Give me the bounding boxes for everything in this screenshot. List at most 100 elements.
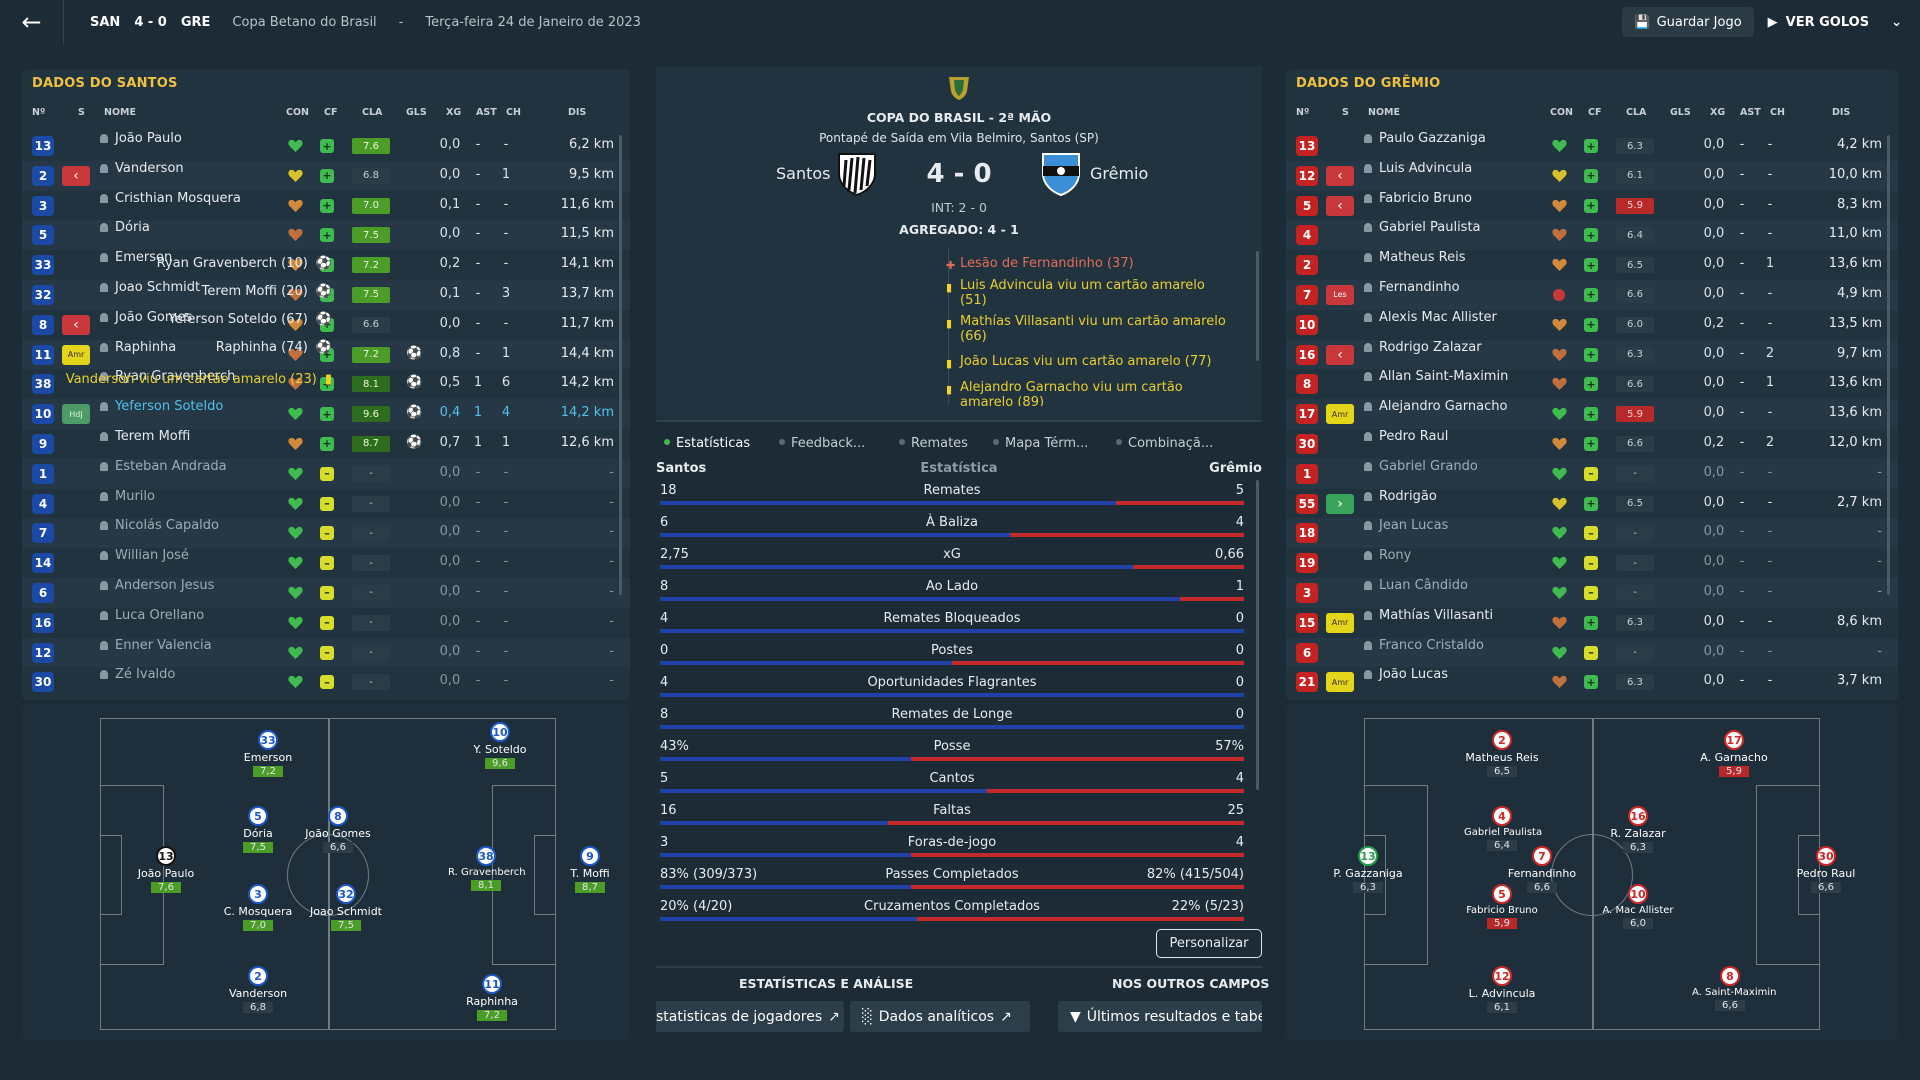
col-name[interactable]: NOME — [104, 107, 136, 118]
table-row[interactable]: 30 Zé Ivaldo – -0,0- - - — [22, 667, 630, 697]
player-stats-button[interactable]: statisticas de jogadores ↗ — [656, 1001, 844, 1032]
formation-player[interactable]: 30 Pedro Raul 6,6 — [1788, 846, 1864, 893]
table-row[interactable]: 10 Alexis Mac Allister +6.0 0,2- -13,5 km — [1286, 310, 1898, 340]
tab-feedback[interactable]: Feedback... — [779, 436, 865, 451]
formation-player[interactable]: 13 P. Gazzaniga 6,3 — [1330, 846, 1406, 893]
col-cla[interactable]: CLA — [362, 107, 383, 118]
formation-player[interactable]: 8 João Gomes 6,6 — [300, 806, 376, 853]
col-xg[interactable]: XG — [446, 107, 462, 118]
table-row[interactable]: 21 Amr João Lucas +6.3 0,0- -3,7 km — [1286, 667, 1898, 697]
table-row[interactable]: 5 Dória +7.5 0,0- -11,5 km — [22, 220, 630, 251]
formation-player[interactable]: 4 Gabriel Paulista 6,4 — [1464, 806, 1542, 851]
table-row[interactable]: 13 João Paulo +7.6 0,0- -6,2 km — [22, 131, 630, 161]
formation-player[interactable]: 11 Raphinha 7,2 — [454, 974, 530, 1021]
table-row[interactable]: 3 Cristhian Mosquera +7.0 0,1- -11,6 km — [22, 191, 630, 221]
table-row[interactable]: 13 Paulo Gazzaniga +6.3 0,0- -4,2 km — [1286, 131, 1898, 161]
col-ast[interactable]: AST — [1740, 107, 1761, 118]
player-name[interactable]: João Lucas — [1364, 667, 1448, 682]
col-cf[interactable]: CF — [324, 107, 338, 118]
table-row[interactable]: 1 Esteban Andrada – -0,0- - - — [22, 458, 630, 489]
tab-statistics[interactable]: Estatísticas — [664, 436, 750, 451]
player-name[interactable]: Luca Orellano — [100, 608, 204, 623]
table-row[interactable]: 11 Amr Raphinha +7.2 ⚽ 0,8- 1 14,4 km — [22, 339, 630, 370]
player-name[interactable]: Paulo Gazzaniga — [1364, 131, 1486, 146]
formation-player[interactable]: 9 T. Moffi 8,7 — [552, 846, 628, 893]
away-event[interactable]: ▮ Alejandro Garnacho viu um cartão amarel… — [946, 380, 1230, 406]
col-cf[interactable]: CF — [1588, 107, 1602, 118]
table-row[interactable]: 8 Allan Saint-Maximin +6.6 0,0- 1 13,6 km — [1286, 369, 1898, 399]
table-row[interactable]: 6 Franco Cristaldo – -0,0- - - — [1286, 637, 1898, 668]
player-name[interactable]: Luan Cândido — [1364, 578, 1468, 593]
col-gls[interactable]: GLS — [406, 107, 427, 118]
home-event[interactable]: Yeferson Soteldo (67) ⚽ — [169, 312, 332, 327]
formation-player[interactable]: 8 A. Saint-Maximin 6,6 — [1692, 966, 1776, 1011]
tab-heatmap[interactable]: Mapa Térm... — [993, 436, 1088, 451]
col-cla[interactable]: CLA — [1626, 107, 1647, 118]
table-row[interactable]: 30 Pedro Raul +6.6 0,2- 2 12,0 km — [1286, 429, 1898, 459]
home-team-name[interactable]: Santos — [776, 164, 831, 183]
player-name[interactable]: Allan Saint-Maximin — [1364, 369, 1508, 384]
formation-player[interactable]: 16 R. Zalazar 6,3 — [1600, 806, 1676, 853]
formation-player[interactable]: 5 Fabricio Bruno 5,9 — [1464, 884, 1540, 929]
formation-player[interactable]: 17 A. Garnacho 5,9 — [1696, 730, 1772, 777]
table-row[interactable]: 2 Matheus Reis +6.5 0,0- 1 13,6 km — [1286, 250, 1898, 280]
table-row[interactable]: 17 Amr Alejandro Garnacho +5.9 0,0- -13,6 km — [1286, 399, 1898, 429]
col-ast[interactable]: AST — [476, 107, 497, 118]
table-row[interactable]: 33 Emerson +7.2 0,2- -14,1 km — [22, 250, 630, 280]
formation-player[interactable]: 5 Dória 7,5 — [220, 806, 296, 853]
home-event[interactable]: Terem Moffi (20) ⚽ — [202, 284, 332, 299]
away-team-name[interactable]: Grêmio — [1090, 164, 1149, 183]
col-dis[interactable]: DIS — [568, 107, 587, 118]
player-name[interactable]: Alexis Mac Allister — [1364, 310, 1497, 325]
table-row[interactable]: 15 Amr Mathías Villasanti +6.3 0,0- -8,6 km — [1286, 608, 1898, 638]
away-event[interactable]: ▮ Mathías Villasanti viu um cartão amarel… — [946, 314, 1230, 344]
player-name[interactable]: Terem Moffi — [100, 429, 190, 444]
stat-row[interactable]: 2,75 xG 0,66 — [660, 545, 1244, 577]
player-name[interactable]: Dória — [100, 220, 150, 235]
player-name[interactable]: Anderson Jesus — [100, 578, 214, 593]
formation-player[interactable]: 2 Vanderson 6,8 — [220, 966, 296, 1013]
stat-row[interactable]: 8 Remates de Longe 0 — [660, 705, 1244, 737]
latest-results-button[interactable]: ▼ Últimos resultados e tabe — [1058, 1001, 1262, 1032]
view-goals-button[interactable]: ▶ VER GOLOS ⌄ — [1768, 15, 1902, 30]
col-gls[interactable]: GLS — [1670, 107, 1691, 118]
formation-player[interactable]: 10 A. Mac Allister 6,0 — [1600, 884, 1676, 929]
player-name[interactable]: Mathías Villasanti — [1364, 608, 1493, 623]
save-game-button[interactable]: 💾 Guardar Jogo — [1622, 7, 1754, 37]
col-status[interactable]: S — [1342, 107, 1349, 118]
player-name[interactable]: Yeferson Soteldo — [100, 399, 223, 414]
col-ch[interactable]: CH — [1770, 107, 1785, 118]
table-row[interactable]: 1 Gabriel Grando – -0,0- - - — [1286, 458, 1898, 489]
player-name[interactable]: Ryan Gravenberch — [100, 369, 235, 384]
home-event[interactable]: Vanderson viu um cartão amarelo (23) ▮ — [66, 372, 332, 387]
stat-row[interactable]: 16 Faltas 25 — [660, 801, 1244, 833]
table-row[interactable]: 5 ‹ Fabricio Bruno +5.9 0,0- -8,3 km — [1286, 191, 1898, 221]
stat-row[interactable]: 5 Cantos 4 — [660, 769, 1244, 801]
analytics-button[interactable]: ░ Dados analíticos ↗ — [850, 1001, 1030, 1032]
formation-player[interactable]: 10 Y. Soteldo 9,6 — [462, 722, 538, 769]
formation-player[interactable]: 13 João Paulo 7,6 — [128, 846, 204, 893]
tab-shots[interactable]: Remates — [899, 436, 968, 451]
player-name[interactable]: Vanderson — [100, 161, 184, 176]
col-status[interactable]: S — [78, 107, 85, 118]
table-row[interactable]: 3 Luan Cândido – -0,0- - - — [1286, 577, 1898, 608]
player-name[interactable]: Gabriel Grando — [1364, 459, 1478, 474]
back-arrow-icon[interactable]: ← — [0, 0, 64, 44]
player-name[interactable]: Joao Schmidt — [100, 280, 200, 295]
formation-player[interactable]: 3 C. Mosquera 7,0 — [220, 884, 296, 931]
player-name[interactable]: Rodrigo Zalazar — [1364, 340, 1482, 355]
player-name[interactable]: Rodrigão — [1364, 489, 1437, 504]
stat-row[interactable]: 18 Remates 5 — [660, 481, 1244, 513]
table-row[interactable]: 9 Terem Moffi +8.7 ⚽ 0,7 1 1 12,6 km — [22, 429, 630, 459]
player-name[interactable]: Alejandro Garnacho — [1364, 399, 1507, 414]
player-name[interactable]: Luis Advincula — [1364, 161, 1472, 176]
table-row[interactable]: 55 › Rodrigão +6.5 0,0- -2,7 km — [1286, 489, 1898, 519]
player-name[interactable]: Matheus Reis — [1364, 250, 1466, 265]
stat-row[interactable]: 4 Remates Bloqueados 0 — [660, 609, 1244, 641]
table-row[interactable]: 14 Willian José – -0,0- - - — [22, 548, 630, 578]
table-row[interactable]: 19 Rony – -0,0- - - — [1286, 548, 1898, 578]
table-row[interactable]: 12 ‹ Luis Advincula +6.1 0,0- -10,0 km — [1286, 160, 1898, 191]
table-row[interactable]: 32 Joao Schmidt +7.5 0,1- 3 13,7 km — [22, 279, 630, 310]
table-row[interactable]: 2 ‹ Vanderson +6.8 0,0- 1 9,5 km — [22, 160, 630, 191]
col-xg[interactable]: XG — [1710, 107, 1726, 118]
